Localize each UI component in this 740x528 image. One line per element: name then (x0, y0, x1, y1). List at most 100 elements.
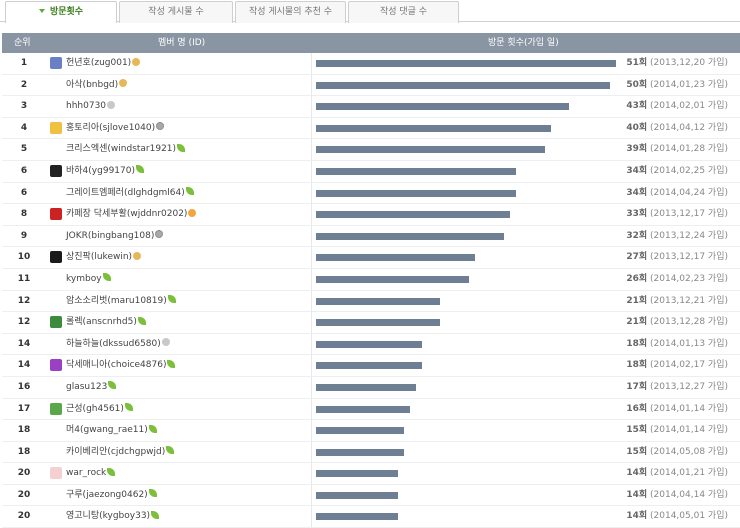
tab-post-count[interactable]: 작성 게시물 수 (119, 1, 233, 23)
level-star-icon (188, 208, 197, 217)
table-row: 20 영고니탕(kygboy33) 14회 (2014,05,01 가입) (2, 506, 740, 528)
table-row: 18 머4(gwang_rae11) 15회 (2014,01,14 가입) (2, 420, 740, 442)
table-row: 8 카페장 닥세부활(wjddnr0202) 33회 (2013,12,17 가입) (2, 204, 740, 226)
member-name-text: 닥세매니아(choice4876) (66, 360, 167, 371)
rank-cell: 16 (17, 381, 31, 392)
rank-cell: 6 (20, 165, 28, 176)
member-name-link[interactable]: 암소소리벗(maru10819) (66, 291, 176, 312)
member-cell: 구루(jaezong0462) (50, 484, 312, 506)
table-row: 18 카이베리안(cjdchgpwjd) 15회 (2014,05,08 가입) (2, 441, 740, 464)
visit-count-cell: 18회 (2014,01,13 가입) (626, 334, 728, 355)
member-name-text: 그레이트엠페러(dlghdgml64) (66, 187, 185, 198)
member-name-link[interactable]: 아삭(bnbgd) (66, 75, 128, 96)
table-row: 3 hhh0730 43회 (2014,02,01 가입) (2, 96, 740, 118)
visit-count-cell: 43회 (2014,02,01 가입) (626, 96, 728, 117)
level-sprout-icon (107, 467, 116, 476)
member-name-link[interactable]: 카이베리안(cjdchgpwjd) (66, 442, 175, 463)
rank-cell: 1 (20, 58, 28, 68)
visit-count: 51회 (626, 58, 648, 68)
member-name-text: 영고니탕(kygboy33) (66, 511, 151, 522)
visit-count: 32회 (626, 230, 648, 241)
member-name-link[interactable]: 하늘하늘(dkssud6580) (66, 334, 170, 355)
member-cell: 아삭(bnbgd) (50, 74, 312, 96)
member-name-link[interactable]: 헌년호(zug001) (66, 53, 141, 74)
visit-count-cell: 16회 (2014,01,14 가입) (626, 399, 728, 420)
member-name-link[interactable]: war_rock (66, 463, 116, 484)
join-date: (2014,01,14 가입) (650, 403, 728, 414)
member-name-link[interactable]: 닥세매니아(choice4876) (66, 355, 176, 376)
ranking-tabs: 방문횟수 작성 게시물 수 작성 게시물의 추천 수 작성 댓글 수 (0, 0, 740, 23)
level-sprout-icon (108, 381, 117, 390)
join-date: (2013,12,24 가입) (650, 230, 728, 241)
member-name-link[interactable]: 홍토리아(sjlove1040) (66, 118, 165, 139)
tab-label: 방문횟수 (49, 7, 84, 17)
visit-count-cell: 21회 (2013,12,28 가입) (626, 312, 728, 333)
tab-visit-count[interactable]: 방문횟수 (5, 1, 117, 23)
rank-cell: 2 (20, 79, 28, 90)
member-cell: 카이베리안(cjdchgpwjd) (50, 441, 312, 463)
member-name-link[interactable]: 크리스엑센(windstar1921) (66, 139, 186, 160)
member-name-text: 근성(gh4561) (66, 403, 124, 414)
join-date: (2014,01,14 가입) (650, 425, 728, 436)
member-name-link[interactable]: 구루(jaezong0462) (66, 485, 157, 506)
rank-cell: 3 (20, 101, 28, 112)
member-name-text: 구루(jaezong0462) (66, 489, 148, 500)
member-name-link[interactable]: 머4(gwang_rae11) (66, 420, 157, 441)
join-date: (2014,01,21 가입) (650, 468, 728, 479)
rank-cell: 8 (20, 209, 28, 220)
member-cell: 암소소리벗(maru10819) (50, 290, 312, 312)
visit-count: 15회 (626, 425, 648, 436)
member-name-link[interactable]: 그레이트엠페러(dlghdgml64) (66, 183, 194, 204)
join-date: (2014,02,23 가입) (650, 273, 728, 284)
visit-bar (316, 167, 516, 175)
member-name-text: 하늘하늘(dkssud6580) (66, 338, 161, 349)
member-cell: 바하4(yg99170) (50, 160, 312, 182)
level-sprout-icon (167, 359, 176, 368)
visit-count: 39회 (626, 144, 648, 155)
member-cell: 크리스엑센(windstar1921) (50, 139, 312, 161)
member-name-link[interactable]: hhh0730 (66, 96, 116, 117)
member-name-link[interactable]: kymboy (66, 269, 111, 290)
member-name-link[interactable]: 근성(gh4561) (66, 399, 133, 420)
level-gear-icon (155, 230, 164, 239)
member-cell: 영고니탕(kygboy33) (50, 506, 312, 528)
header-rank: 순위 (14, 38, 31, 48)
join-date: (2014,05,08 가입) (650, 446, 728, 457)
tab-post-recommend-count[interactable]: 작성 게시물의 추천 수 (235, 1, 346, 23)
member-name-link[interactable]: 상진팍(lukewin) (66, 247, 142, 268)
join-date: (2013,12,21 가입) (650, 295, 728, 306)
level-egg-icon (161, 338, 170, 347)
member-name-link[interactable]: JOKR(bingbang108) (66, 226, 164, 247)
visit-bar (316, 103, 569, 111)
join-date: (2013,12,17 가입) (650, 209, 728, 220)
tab-comment-count[interactable]: 작성 댓글 수 (348, 1, 459, 23)
member-name-link[interactable]: 롤렉(anscnrhd5) (66, 312, 146, 333)
table-row: 6 그레이트엠페러(dlghdgml64) 34회 (2014,04,24 가입) (2, 182, 740, 205)
member-name-link[interactable]: 영고니탕(kygboy33) (66, 506, 160, 527)
level-bag-icon (119, 79, 128, 88)
member-avatar-icon (50, 359, 62, 372)
visit-bar (316, 470, 398, 478)
member-cell: glasu123 (50, 376, 312, 398)
tab-active-triangle-icon (38, 8, 45, 13)
rank-cell: 9 (20, 230, 28, 241)
member-name-text: 헌년호(zug001) (66, 58, 132, 68)
rank-cell: 14 (17, 360, 31, 371)
visit-bar (316, 146, 545, 154)
member-name-link[interactable]: 카페장 닥세부활(wjddnr0202) (66, 204, 197, 225)
visit-count-cell: 27회 (2013,12,17 가입) (626, 247, 728, 268)
header-visits: 방문 횟수(가입 일) (488, 38, 559, 48)
rank-cell: 11 (17, 273, 31, 284)
member-name-text: hhh0730 (66, 101, 107, 112)
member-name-link[interactable]: 바하4(yg99170) (66, 161, 144, 182)
member-name-link[interactable]: glasu123 (66, 377, 117, 398)
visit-count: 34회 (626, 187, 648, 198)
member-name-text: 홍토리아(sjlove1040) (66, 122, 156, 133)
level-bag-icon (132, 57, 141, 66)
member-cell: 홍토리아(sjlove1040) (50, 117, 312, 139)
level-sprout-icon (135, 165, 144, 174)
rank-cell: 6 (20, 187, 28, 198)
visit-count: 26회 (626, 273, 648, 284)
join-date: (2014,01,28 가입) (650, 144, 728, 155)
table-row: 12 암소소리벗(maru10819) 21회 (2013,12,21 가입) (2, 290, 740, 313)
